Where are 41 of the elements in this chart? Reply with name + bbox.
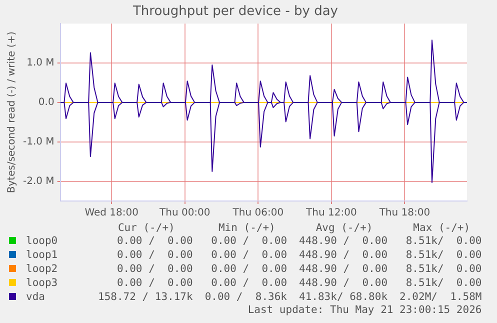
text: 8.51k/ 0.00	[404, 262, 482, 276]
x-tick-label: Thu 06:00	[232, 208, 284, 219]
text: Avg (-/+)	[314, 222, 374, 234]
text: 448.90 / 0.00	[298, 262, 388, 276]
text: 41.83k/ 68.80k	[298, 290, 388, 304]
x-tick-label: Wed 18:00	[84, 208, 139, 219]
y-axis-title: Bytes/second read (-) / write (+)	[6, 31, 18, 194]
text: 0.00 / 8.36k	[204, 290, 288, 304]
text: 448.90 / 0.00	[298, 234, 388, 248]
text: 158.72 / 13.17k	[97, 290, 193, 304]
text: 0.00 / 0.00	[210, 248, 288, 262]
legend-label: vda	[25, 290, 46, 304]
x-tick-label: Thu 12:00	[305, 208, 357, 219]
legend-label: loop2	[25, 262, 59, 276]
text: Cur (-/+)	[116, 222, 176, 234]
text: Last update: Thu May 21 23:00:15 2026	[246, 304, 482, 316]
y-tick-label: -1.0 M	[22, 136, 54, 148]
text: 0.00 / 0.00	[116, 248, 193, 262]
text: 0.00 / 0.00	[210, 276, 288, 290]
text: 0.00 / 0.00	[116, 276, 193, 290]
y-tick-label: 0.0	[38, 97, 54, 108]
x-tick-label: Thu 00:00	[158, 208, 210, 219]
legend-label: loop3	[25, 276, 59, 290]
text: 2.02M/ 1.58M	[398, 290, 482, 304]
text: 8.51k/ 0.00	[404, 234, 482, 248]
y-tick-label: -2.0 M	[22, 176, 54, 187]
text: 8.51k/ 0.00	[404, 276, 482, 290]
text: 8.51k/ 0.00	[404, 248, 482, 262]
text: 448.90 / 0.00	[298, 248, 388, 262]
legend-label: loop1	[25, 248, 59, 262]
text: Max (-/+)	[412, 222, 472, 234]
text: 448.90 / 0.00	[298, 276, 388, 290]
text: Min (-/+)	[217, 222, 276, 234]
text: 0.00 / 0.00	[116, 262, 193, 276]
chart-title: Throughput per device - by day	[132, 4, 338, 20]
x-tick-label: Thu 18:00	[378, 208, 430, 219]
y-tick-label: 1.0 M	[26, 58, 54, 69]
text: 0.00 / 0.00	[210, 262, 288, 276]
text: 0.00 / 0.00	[116, 234, 193, 248]
legend-label: loop0	[25, 234, 59, 248]
text: 0.00 / 0.00	[210, 234, 288, 248]
